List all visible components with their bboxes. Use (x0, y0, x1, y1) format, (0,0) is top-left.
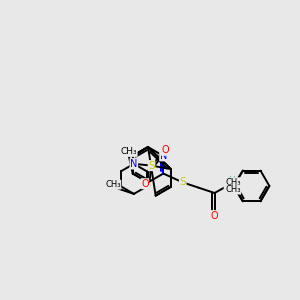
Text: CH₃: CH₃ (121, 148, 137, 157)
Text: H: H (228, 176, 235, 185)
Text: O: O (211, 211, 218, 220)
Text: CH₃: CH₃ (225, 178, 241, 187)
Text: CH₃: CH₃ (225, 185, 241, 194)
Text: N: N (224, 182, 231, 190)
Text: CH₃: CH₃ (105, 180, 121, 189)
Text: O: O (141, 179, 149, 189)
Text: S: S (148, 160, 155, 171)
Text: N: N (130, 159, 138, 169)
Text: N: N (130, 159, 138, 169)
Text: O: O (161, 145, 169, 155)
Text: N: N (160, 151, 167, 161)
Text: S: S (179, 177, 186, 188)
